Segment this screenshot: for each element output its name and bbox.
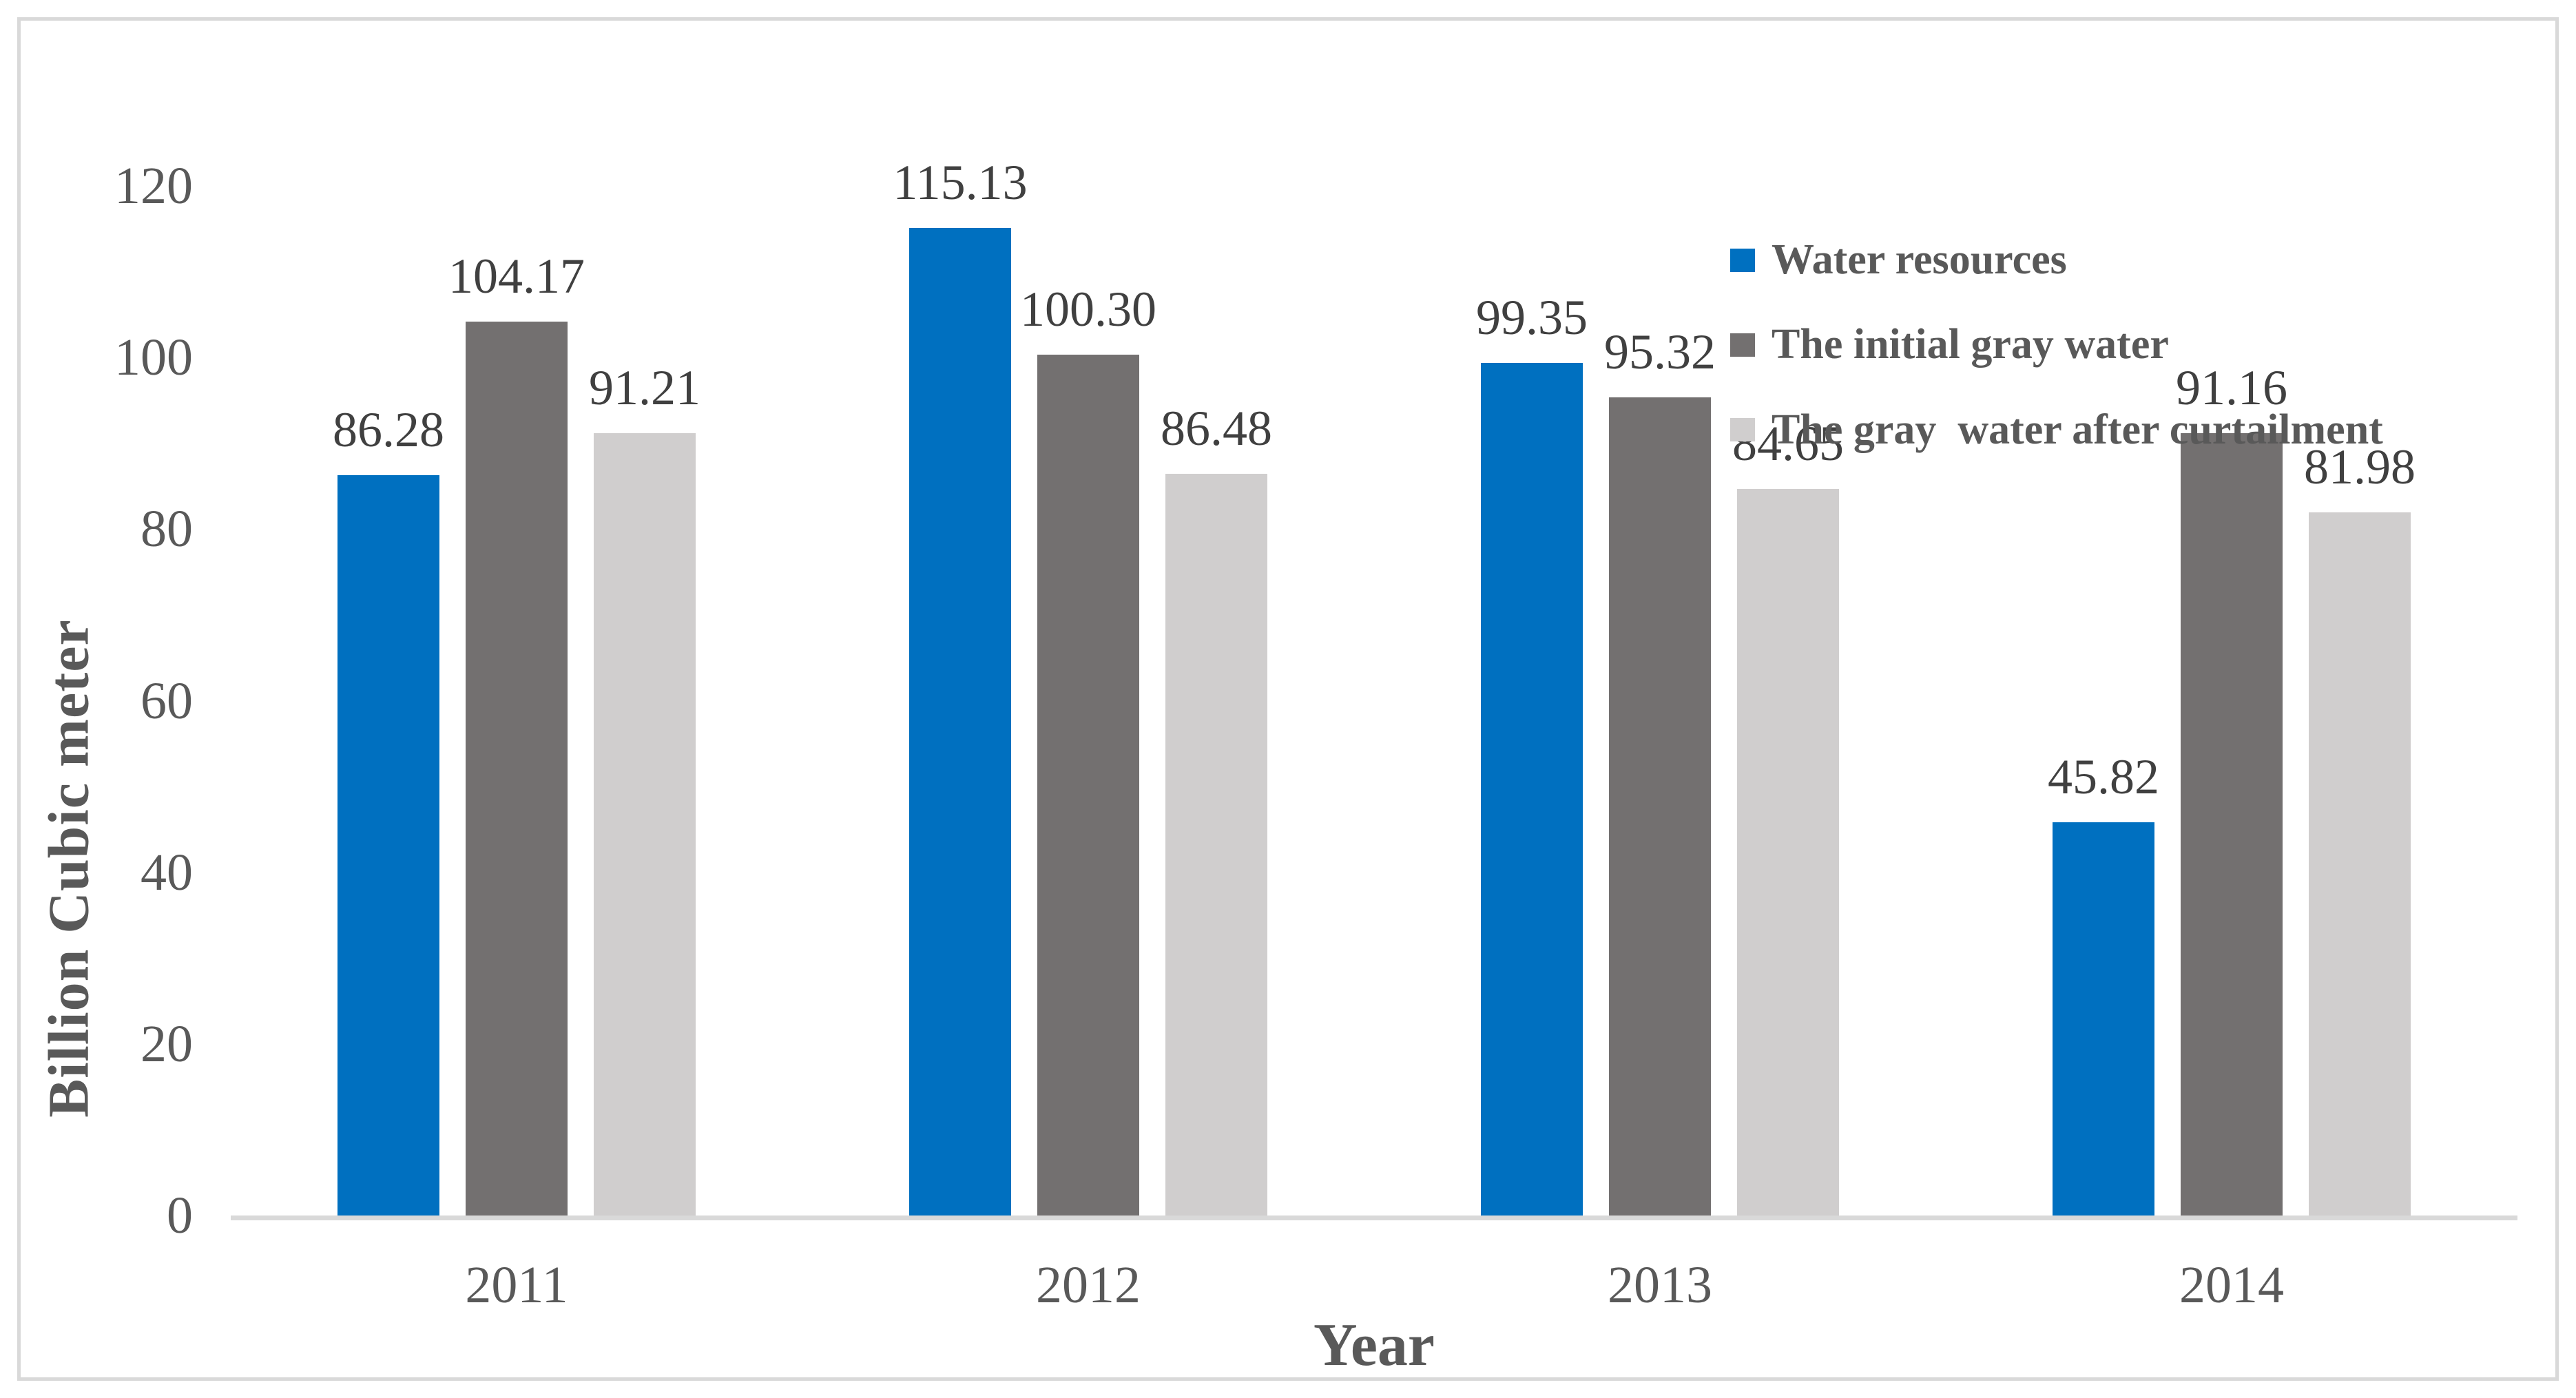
x-axis-tick-label-2012: 2012 [1036,1256,1141,1314]
chart-canvas: Billion Cubic meter 0 20 40 60 80 100 120 86.28… [21,158,2555,1398]
bar-group-2013: 99.35 95.32 84.65 [1374,186,1946,1216]
bar-value-label: 91.16 [2176,360,2287,416]
y-axis-tick-label-60: 60 [141,671,193,730]
bar-value-label: 86.48 [1161,400,1272,456]
bar-value-label: 91.21 [589,359,700,415]
bar-2013-the-gray-water-after-curtailment: 84.65 [1732,419,1844,1216]
bar-group-2012: 115.13 100.30 86.48 [802,158,1374,1216]
bar-2014-the-gray-water-after-curtailment: 81.98 [2304,442,2416,1216]
bar-value-label: 115.13 [893,154,1028,210]
x-axis-tick-label-2011: 2011 [465,1256,568,1314]
bar-group-2011: 86.28 104.17 91.21 [231,186,802,1216]
y-axis-tick-label-80: 80 [141,500,193,559]
y-axis-title: Billion Cubic meter [37,619,101,1118]
legend-item-label: Water resources [1772,236,2067,283]
legend-item: The initial gray water [1730,320,2383,369]
x-axis-tick-label-2013: 2013 [1608,1256,1712,1314]
bar-value-label: 95.32 [1604,324,1716,380]
legend-swatch-icon [1730,418,1755,442]
legend-item: Water resources [1730,236,2383,284]
bar-value-label: 45.82 [2048,749,2159,805]
legend-item-label: The initial gray water [1772,321,2169,368]
x-axis-title: Year [1313,1312,1435,1379]
bar-2014-water-resources: 45.82 [2048,752,2159,1216]
y-axis-tick-label-0: 0 [167,1187,193,1244]
bar-2011-water-resources: 86.28 [333,405,444,1216]
bar-value-label: 99.35 [1476,290,1588,346]
y-axis-tick-label-120: 120 [114,157,193,215]
bar-2012-the-gray-water-after-curtailment: 86.48 [1161,404,1272,1216]
bar-2011-the-gray-water-after-curtailment: 91.21 [589,363,700,1216]
bar-value-label: 104.17 [448,249,585,304]
bar-value-label: 81.98 [2304,439,2416,494]
bar-value-label: 100.30 [1020,282,1156,337]
bar-2013-water-resources: 99.35 [1476,293,1588,1216]
legend-item: The gray water after curtailment [1730,406,2383,455]
bar-2012-water-resources: 115.13 [893,158,1028,1216]
bar-2011-the-initial-gray-water: 104.17 [448,251,585,1216]
legend-item-label: The gray water after curtailment [1772,406,2383,453]
bar-group-2014: 45.82 91.16 81.98 [1946,186,2517,1216]
x-axis-tick-label-2014: 2014 [2179,1256,2284,1314]
legend-swatch-icon [1730,248,1755,272]
plot-area: 0 20 40 60 80 100 120 86.28 104.17 91.21 115.13 100… [114,158,2517,1242]
y-axis-tick-label-20: 20 [141,1014,193,1073]
legend-swatch-icon [1730,333,1755,357]
bar-value-label: 86.28 [333,402,444,458]
bar-chart-figure: Billion Cubic meter 0 20 40 60 80 100 120 86.28… [17,17,2559,1381]
x-axis-labels: 2011 2012 2013 2014 [231,1259,2517,1311]
y-axis-tick-label-40: 40 [141,843,193,901]
bar-2013-the-initial-gray-water: 95.32 [1604,327,1716,1216]
bar-2014-the-initial-gray-water: 91.16 [2176,363,2287,1216]
y-axis-tick-label-100: 100 [114,328,193,387]
legend: Water resources The initial gray water The… [1730,236,2383,455]
bar-2012-the-initial-gray-water: 100.30 [1020,284,1156,1216]
